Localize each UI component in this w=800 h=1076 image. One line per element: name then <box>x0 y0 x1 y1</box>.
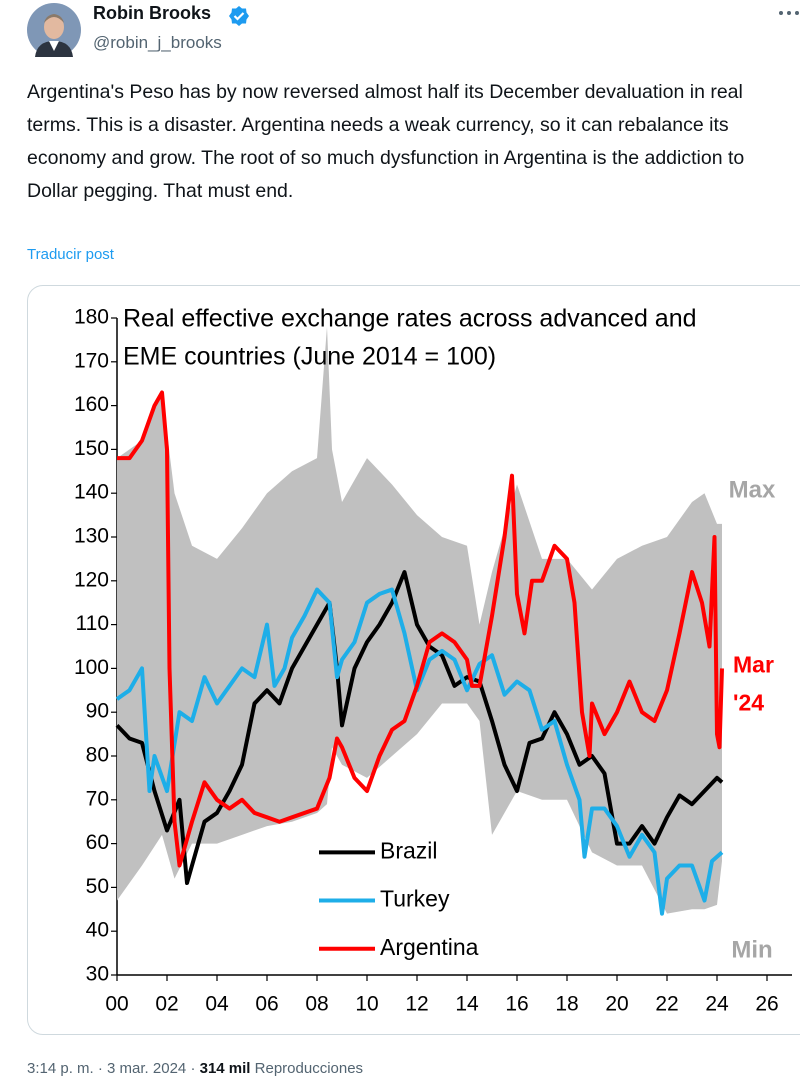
y-tick-label: 80 <box>86 744 109 767</box>
range-band <box>117 326 722 914</box>
x-tick-label: 24 <box>705 993 729 1016</box>
x-tick-label: 10 <box>355 993 378 1016</box>
y-tick-label: 60 <box>86 831 109 854</box>
x-tick-label: 02 <box>155 993 178 1016</box>
x-tick-label: 18 <box>555 993 578 1016</box>
y-tick-label: 180 <box>74 306 109 329</box>
verified-badge <box>229 6 249 26</box>
tweet-text: Argentina's Peso has by now reversed alm… <box>27 81 745 202</box>
chart-title: EME countries (June 2014 = 100) <box>123 343 496 371</box>
x-tick-label: 26 <box>755 993 778 1016</box>
author-name[interactable]: Robin Brooks <box>93 3 212 23</box>
x-tick-label: 06 <box>255 993 278 1016</box>
x-tick-label: 14 <box>455 993 479 1016</box>
y-tick-label: 70 <box>86 787 109 810</box>
y-tick-label: 40 <box>86 919 109 942</box>
y-tick-label: 90 <box>86 700 109 723</box>
legend-label: Brazil <box>380 837 438 863</box>
chart-title: Real effective exchange rates across adv… <box>123 305 697 333</box>
separator: · <box>97 1060 103 1076</box>
y-tick-label: 110 <box>76 612 109 635</box>
tweet-footer: 3:14 p. m. · 3 mar. 2024 · 314 mil Repro… <box>27 1060 363 1076</box>
x-tick-label: 16 <box>505 993 528 1016</box>
avatar[interactable] <box>27 3 81 57</box>
x-tick-label: 00 <box>105 993 128 1016</box>
view-count: 314 mil <box>199 1060 251 1076</box>
y-tick-label: 30 <box>86 963 109 986</box>
annotation: '24 <box>733 689 764 715</box>
y-tick-label: 120 <box>74 568 109 591</box>
x-tick-label: 12 <box>405 993 428 1016</box>
post-time[interactable]: 3:14 p. m. <box>27 1060 94 1076</box>
x-tick-label: 04 <box>205 993 229 1016</box>
legend-label: Turkey <box>380 886 450 912</box>
y-tick-label: 160 <box>74 393 109 416</box>
y-tick-label: 140 <box>74 481 109 504</box>
chart: 30 40 50 60 70 80 90 100 110 120 130 140 150 160 170 18… <box>74 305 792 1016</box>
y-tick-label: 50 <box>86 875 109 898</box>
y-tick-label: 130 <box>74 525 109 548</box>
x-tick-label: 08 <box>305 993 328 1016</box>
y-tick-label: 150 <box>74 437 109 460</box>
x-tick-label: 22 <box>655 993 678 1016</box>
separator: · <box>190 1060 196 1076</box>
view-label: Reproducciones <box>254 1060 364 1076</box>
series-line <box>117 390 724 868</box>
legend-label: Argentina <box>380 934 479 960</box>
post-date[interactable]: 3 mar. 2024 <box>107 1060 187 1076</box>
band-max-label: Max <box>729 476 776 503</box>
author-handle[interactable]: @robin_j_brooks <box>93 33 222 52</box>
y-tick-label: 100 <box>74 656 109 679</box>
media-card[interactable] <box>27 285 800 1035</box>
band-min-label: Min <box>731 936 772 963</box>
annotation: Mar <box>733 651 774 677</box>
x-tick-label: 20 <box>605 993 628 1016</box>
translate-link[interactable]: Traducir post <box>27 246 114 263</box>
more-button[interactable] <box>778 8 800 18</box>
y-tick-label: 170 <box>74 349 109 372</box>
